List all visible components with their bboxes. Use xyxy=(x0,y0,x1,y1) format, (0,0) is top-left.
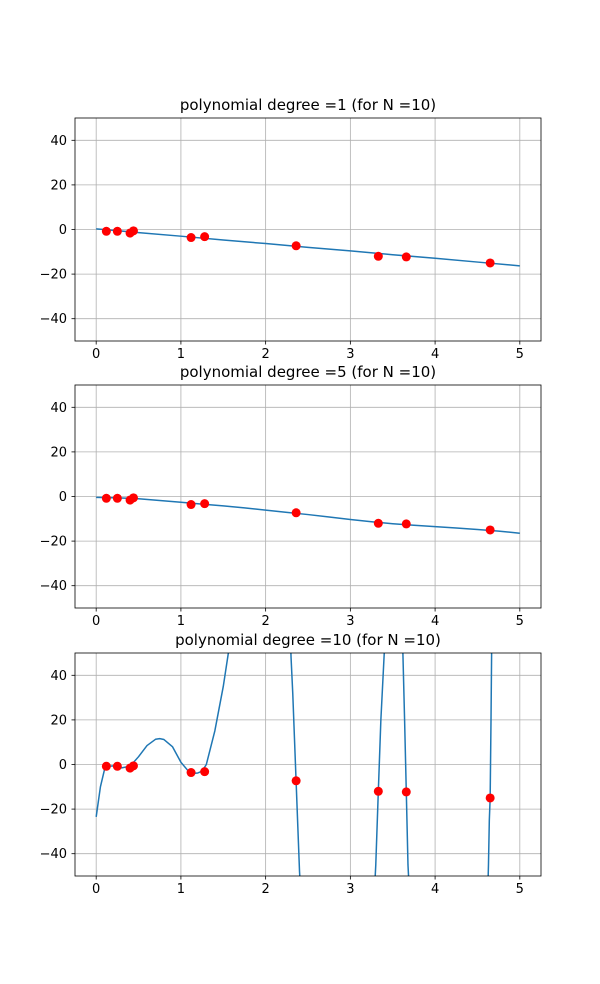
chart-title: polynomial degree =5 (for N =10) xyxy=(180,363,436,381)
data-point xyxy=(128,493,138,503)
x-tick-label: 3 xyxy=(346,347,354,362)
y-tick-label: 40 xyxy=(50,134,67,149)
y-tick-label: −40 xyxy=(40,312,67,327)
x-tick-label: 0 xyxy=(92,347,100,362)
x-tick-label: 5 xyxy=(516,347,524,362)
data-point xyxy=(128,226,138,236)
data-point xyxy=(485,258,495,268)
y-tick-label: 0 xyxy=(59,490,67,505)
fit-curve xyxy=(95,653,230,818)
y-tick-label: 0 xyxy=(59,223,67,238)
data-point xyxy=(101,761,111,771)
data-point xyxy=(186,233,196,243)
x-tick-label: 1 xyxy=(177,614,185,629)
x-tick-label: 5 xyxy=(516,614,524,629)
data-point xyxy=(401,252,411,262)
x-tick-label: 4 xyxy=(431,347,439,362)
x-tick-label: 1 xyxy=(177,347,185,362)
fit-curve xyxy=(374,653,386,876)
fit-curve xyxy=(96,228,520,267)
x-tick-label: 2 xyxy=(261,614,269,629)
data-point xyxy=(291,508,301,518)
y-tick-label: 40 xyxy=(50,401,67,416)
x-tick-label: 0 xyxy=(92,614,100,629)
data-point xyxy=(112,761,122,771)
data-point xyxy=(200,232,210,242)
x-tick-label: 5 xyxy=(516,882,524,897)
data-point xyxy=(291,776,301,786)
y-tick-label: 0 xyxy=(59,758,67,773)
subplot-1: 0 1 2 3 4 5 −40 −20 0 20 40 polynomial degree =1 (f… xyxy=(40,96,542,362)
y-tick-label: 20 xyxy=(50,713,67,728)
data-point xyxy=(373,251,383,261)
plot-area xyxy=(95,653,495,876)
data-point xyxy=(485,793,495,803)
x-tick-label: 1 xyxy=(177,882,185,897)
y-tick-label: −40 xyxy=(40,847,67,862)
data-point xyxy=(291,241,301,251)
y-tick-label: −20 xyxy=(40,268,67,283)
fit-curve xyxy=(487,653,493,876)
data-point xyxy=(112,226,122,236)
plot-area xyxy=(96,493,520,535)
data-point xyxy=(186,500,196,510)
data-point xyxy=(200,499,210,509)
y-tick-label: 40 xyxy=(50,669,67,684)
x-tick-label: 4 xyxy=(431,614,439,629)
data-point xyxy=(200,767,210,777)
fit-curve xyxy=(96,496,520,535)
fit-curve xyxy=(402,653,410,876)
data-point xyxy=(485,525,495,535)
subplot-2: 0 1 2 3 4 5 −40 −20 0 20 40 polynomial degree =5 (f… xyxy=(40,363,542,629)
data-point xyxy=(101,226,111,236)
chart-title: polynomial degree =1 (for N =10) xyxy=(180,96,436,114)
x-tick-label: 4 xyxy=(431,882,439,897)
data-point xyxy=(401,787,411,797)
fit-curve xyxy=(290,653,301,876)
data-point xyxy=(373,786,383,796)
subplot-3: 0 1 2 3 4 5 −40 −20 0 20 40 polynomial degree =10 (… xyxy=(40,631,542,897)
x-tick-label: 0 xyxy=(92,882,100,897)
data-point xyxy=(128,761,138,771)
y-tick-label: 20 xyxy=(50,445,67,460)
y-tick-label: 20 xyxy=(50,178,67,193)
data-point xyxy=(186,768,196,778)
y-tick-label: −40 xyxy=(40,579,67,594)
plot-area xyxy=(96,226,520,268)
data-point xyxy=(401,519,411,529)
chart-title: polynomial degree =10 (for N =10) xyxy=(175,631,441,649)
y-tick-label: −20 xyxy=(40,535,67,550)
x-tick-label: 3 xyxy=(346,614,354,629)
y-tick-label: −20 xyxy=(40,803,67,818)
x-tick-label: 2 xyxy=(261,882,269,897)
data-point xyxy=(112,493,122,503)
x-tick-label: 2 xyxy=(261,347,269,362)
data-point xyxy=(373,518,383,528)
data-point xyxy=(101,493,111,503)
x-tick-label: 3 xyxy=(346,882,354,897)
